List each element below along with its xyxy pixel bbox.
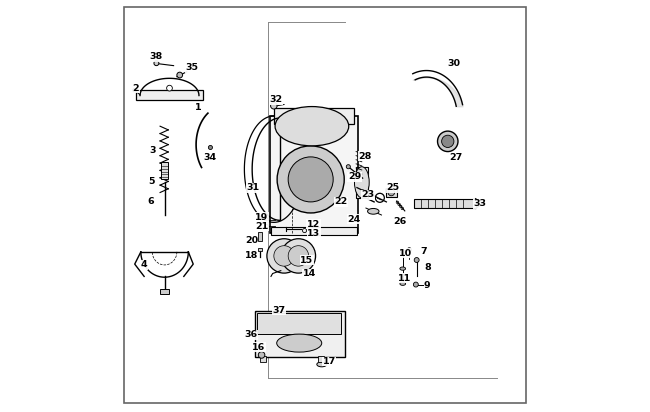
Bar: [258, 232, 263, 241]
Text: 17: 17: [322, 357, 335, 366]
Ellipse shape: [400, 282, 406, 286]
Text: 32: 32: [269, 95, 283, 104]
Text: 38: 38: [149, 52, 162, 61]
Circle shape: [437, 131, 458, 152]
Ellipse shape: [277, 334, 322, 352]
Text: 35: 35: [185, 63, 198, 72]
Text: 5: 5: [148, 177, 154, 186]
Ellipse shape: [400, 267, 406, 270]
Circle shape: [133, 89, 136, 92]
Bar: [136, 90, 203, 101]
Circle shape: [177, 72, 183, 78]
Circle shape: [274, 246, 294, 266]
Text: 26: 26: [393, 217, 406, 226]
Ellipse shape: [288, 157, 333, 202]
Ellipse shape: [367, 208, 379, 214]
Text: 31: 31: [247, 183, 260, 192]
Bar: [257, 313, 341, 334]
Text: 33: 33: [473, 199, 486, 208]
Text: 20: 20: [245, 236, 258, 245]
Text: 12: 12: [307, 220, 320, 229]
Ellipse shape: [354, 167, 369, 198]
Text: 15: 15: [300, 255, 313, 265]
Text: 21: 21: [255, 222, 268, 231]
Text: 36: 36: [245, 330, 258, 339]
Text: 23: 23: [361, 190, 374, 199]
Circle shape: [414, 258, 419, 262]
Text: 16: 16: [252, 343, 265, 352]
Text: 10: 10: [399, 249, 412, 258]
Text: 34: 34: [204, 153, 217, 162]
Bar: [160, 289, 170, 294]
Bar: [259, 356, 266, 362]
Text: 27: 27: [449, 153, 463, 162]
Bar: [356, 167, 368, 198]
Text: 14: 14: [303, 269, 316, 278]
Bar: [385, 188, 397, 197]
Text: 30: 30: [447, 59, 460, 68]
Circle shape: [408, 248, 411, 252]
Text: 6: 6: [148, 197, 155, 206]
Bar: [318, 356, 324, 362]
Text: 8: 8: [424, 263, 431, 272]
Text: 25: 25: [386, 183, 400, 192]
Text: 7: 7: [420, 246, 426, 255]
Text: 2: 2: [133, 84, 139, 93]
Text: 18: 18: [244, 251, 258, 260]
Bar: [274, 108, 354, 124]
Circle shape: [209, 145, 213, 150]
Text: 28: 28: [358, 152, 371, 161]
Text: 4: 4: [141, 260, 148, 269]
Bar: [271, 227, 357, 236]
Bar: [414, 199, 476, 208]
Text: 24: 24: [347, 215, 360, 224]
Text: 1: 1: [195, 103, 202, 112]
Circle shape: [441, 135, 454, 147]
Ellipse shape: [400, 250, 405, 253]
Bar: [258, 248, 263, 251]
Bar: [255, 311, 344, 357]
Bar: [161, 162, 168, 178]
Circle shape: [258, 352, 265, 358]
Ellipse shape: [317, 362, 327, 367]
Ellipse shape: [277, 146, 344, 213]
Text: 37: 37: [272, 306, 286, 315]
Ellipse shape: [275, 107, 349, 146]
Text: 11: 11: [398, 274, 411, 283]
Text: 3: 3: [149, 146, 155, 155]
Circle shape: [346, 165, 350, 169]
Circle shape: [388, 189, 395, 196]
Text: 22: 22: [335, 197, 348, 206]
Circle shape: [288, 246, 309, 266]
Circle shape: [270, 103, 277, 109]
Circle shape: [166, 85, 172, 91]
Circle shape: [413, 282, 419, 287]
Text: 9: 9: [424, 281, 430, 290]
Text: 19: 19: [255, 213, 268, 222]
Circle shape: [267, 239, 301, 273]
Text: 13: 13: [307, 229, 320, 238]
Bar: [270, 116, 358, 233]
Text: 29: 29: [348, 172, 361, 181]
Circle shape: [281, 239, 316, 273]
Circle shape: [154, 61, 159, 66]
